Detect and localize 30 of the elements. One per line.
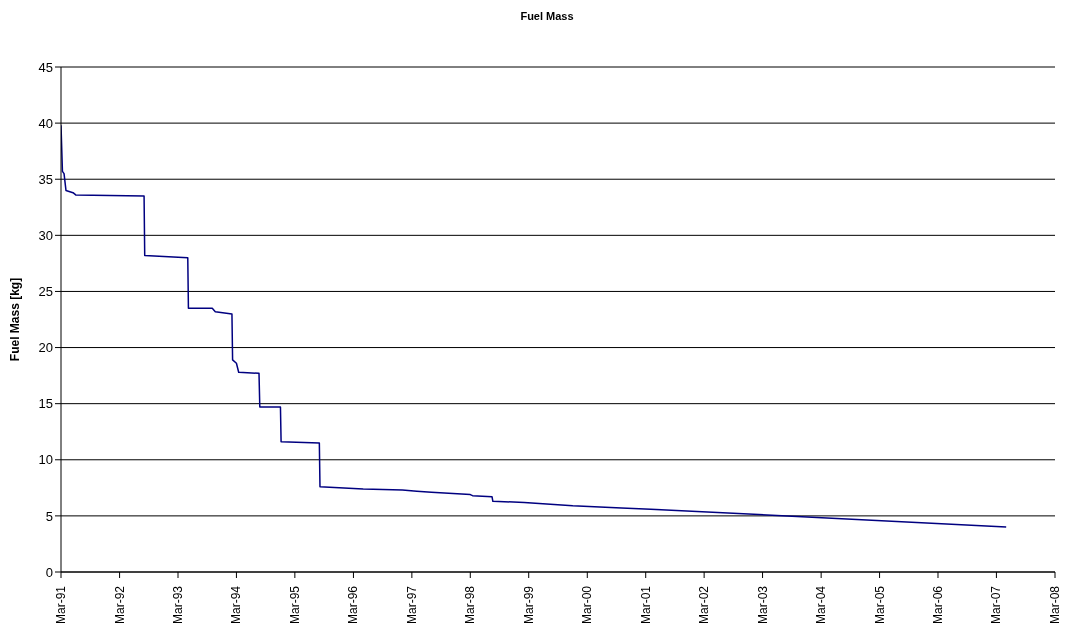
y-tick-label: 15 xyxy=(38,396,53,412)
x-tick-label: Mar-00 xyxy=(580,585,595,625)
x-tick-label: Mar-02 xyxy=(697,585,712,625)
x-tick-label: Mar-93 xyxy=(171,585,186,625)
x-tick-label: Mar-96 xyxy=(346,585,361,625)
y-tick-label: 20 xyxy=(38,340,53,356)
y-tick-label: 45 xyxy=(38,59,53,75)
x-tick-label: Mar-05 xyxy=(872,585,887,625)
x-tick-label: Mar-99 xyxy=(521,585,536,625)
x-tick-label: Mar-95 xyxy=(287,585,302,625)
y-axis-title: Fuel Mass [kg] xyxy=(8,277,23,362)
y-tick-label: 40 xyxy=(38,115,53,131)
chart-title: Fuel Mass xyxy=(519,10,575,22)
x-tick-label: Mar-98 xyxy=(463,585,478,625)
x-tick-label: Mar-92 xyxy=(112,585,127,625)
x-tick-label: Mar-08 xyxy=(1048,585,1062,625)
x-tick-label: Mar-07 xyxy=(989,585,1004,625)
y-tick-label: 25 xyxy=(38,284,53,300)
x-tick-label: Mar-91 xyxy=(54,585,68,625)
x-tick-label: Mar-94 xyxy=(229,585,244,625)
y-tick-label: 30 xyxy=(38,227,53,243)
x-tick-label: Mar-06 xyxy=(930,585,945,625)
y-tick-label: 10 xyxy=(38,452,53,468)
x-tick-label: Mar-01 xyxy=(638,585,653,625)
x-tick-label: Mar-03 xyxy=(755,585,770,625)
y-tick-label: 5 xyxy=(45,508,53,524)
x-tick-label: Mar-04 xyxy=(814,585,829,625)
x-tick-label: Mar-97 xyxy=(404,585,419,625)
y-tick-label: 35 xyxy=(38,171,53,187)
y-tick-label: 0 xyxy=(45,564,53,580)
